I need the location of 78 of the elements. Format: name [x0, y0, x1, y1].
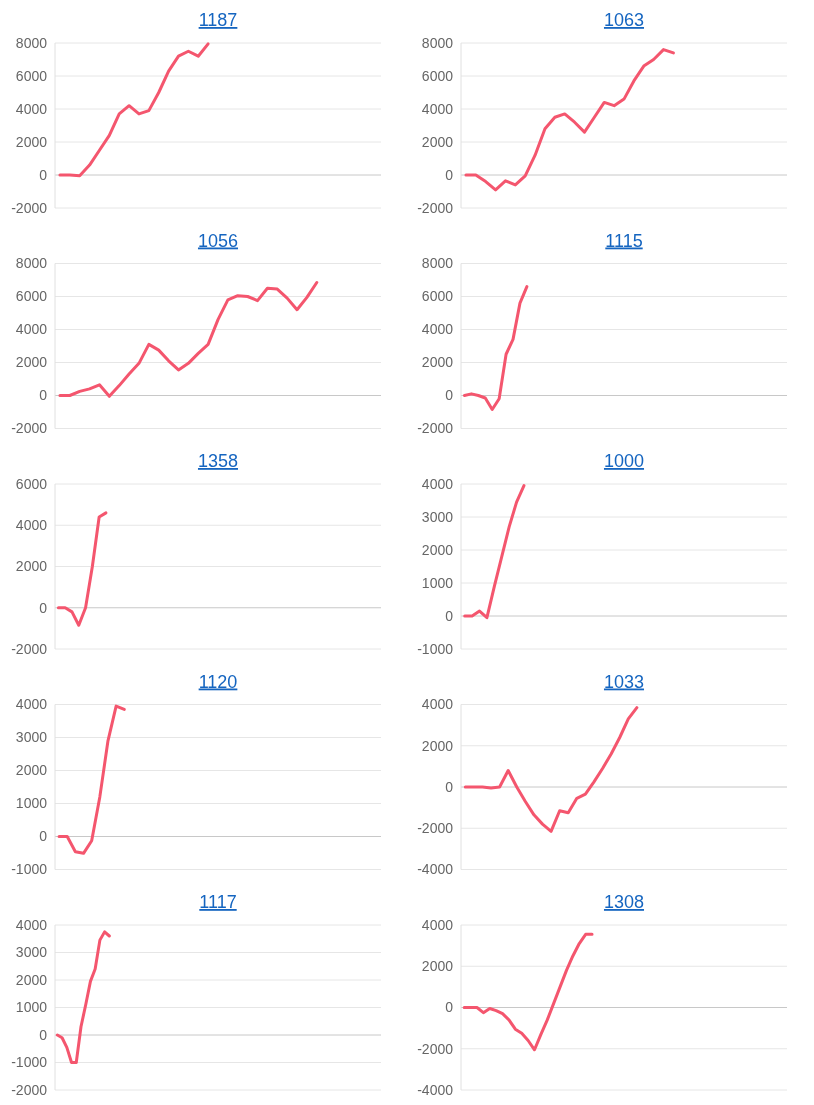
y-tick-label: -2000 — [11, 1081, 48, 1098]
chart-title: 1187 — [198, 10, 238, 30]
chart-title: 1115 — [605, 230, 643, 251]
y-tick-label: -2000 — [11, 420, 48, 437]
chart-title: 1063 — [603, 10, 645, 30]
y-tick-label: 4000 — [421, 475, 454, 492]
y-tick-label: 6000 — [421, 67, 454, 84]
y-tick-label: 8000 — [15, 34, 48, 51]
y-tick-label: 0 — [445, 607, 454, 624]
y-tick-label: 2000 — [421, 737, 454, 754]
line-series — [55, 930, 111, 1064]
y-tick-label: 8000 — [421, 255, 454, 272]
chart-title: 1358 — [197, 451, 239, 471]
y-tick-label: -1000 — [11, 861, 48, 878]
y-tick-label: 1000 — [15, 795, 48, 812]
chart-title: 1120 — [198, 671, 238, 692]
y-tick-label: -2000 — [417, 420, 454, 437]
line-series — [58, 280, 319, 398]
y-tick-label: 0 — [39, 166, 48, 183]
y-tick-label: 2000 — [15, 971, 48, 988]
y-tick-label: 8000 — [15, 255, 48, 272]
y-tick-label: 4000 — [421, 696, 454, 713]
y-tick-label: -1000 — [11, 1054, 48, 1071]
line-series — [462, 285, 529, 412]
y-tick-label: 4000 — [15, 517, 48, 534]
y-tick-label: 4000 — [15, 321, 48, 338]
y-tick-label: -2000 — [11, 199, 48, 216]
y-tick-label: 0 — [445, 999, 454, 1016]
y-tick-label: 6000 — [421, 288, 454, 305]
chart-title: 1033 — [603, 671, 645, 692]
y-tick-label: 3000 — [15, 729, 48, 746]
y-tick-label: 3000 — [421, 508, 454, 525]
y-tick-label: 4000 — [15, 100, 48, 117]
chart-title: 1308 — [603, 892, 645, 912]
y-tick-label: -2000 — [417, 1040, 454, 1057]
y-tick-label: 4000 — [15, 696, 48, 713]
line-series — [463, 706, 639, 833]
chart-title: 1056 — [197, 230, 239, 251]
y-tick-label: 2000 — [15, 558, 48, 575]
chart-title: 1117 — [199, 892, 237, 912]
y-tick-label: 2000 — [421, 958, 454, 975]
y-tick-label: -2000 — [417, 820, 454, 837]
line-series — [463, 484, 526, 620]
y-tick-label: 6000 — [15, 67, 48, 84]
y-tick-label: 3000 — [15, 944, 48, 961]
y-tick-label: 2000 — [421, 133, 454, 150]
y-tick-label: 4000 — [421, 100, 454, 117]
y-tick-label: -1000 — [417, 640, 454, 657]
y-tick-label: 0 — [39, 1026, 48, 1043]
y-tick-label: 0 — [39, 387, 48, 404]
y-tick-label: -2000 — [11, 640, 48, 657]
y-tick-label: 4000 — [15, 916, 48, 933]
y-tick-label: 1000 — [421, 574, 454, 591]
y-tick-label: 2000 — [421, 354, 454, 371]
y-tick-label: 8000 — [421, 34, 454, 51]
y-tick-label: -4000 — [417, 861, 454, 878]
y-tick-label: 2000 — [15, 762, 48, 779]
y-tick-label: 4000 — [421, 321, 454, 338]
y-tick-label: 0 — [39, 599, 48, 616]
y-tick-label: 2000 — [15, 133, 48, 150]
y-tick-label: 4000 — [421, 916, 454, 933]
y-tick-label: 0 — [445, 166, 454, 183]
y-tick-label: -2000 — [417, 199, 454, 216]
y-tick-label: -4000 — [417, 1081, 454, 1098]
y-tick-label: 2000 — [421, 541, 454, 558]
y-tick-label: 1000 — [15, 999, 48, 1016]
chart-title: 1000 — [603, 451, 645, 471]
y-tick-label: 0 — [445, 387, 454, 404]
line-series — [57, 704, 126, 855]
y-tick-label: 6000 — [15, 475, 48, 492]
y-tick-label: 6000 — [15, 288, 48, 305]
line-series — [58, 42, 210, 178]
y-tick-label: 2000 — [15, 354, 48, 371]
line-series — [464, 48, 675, 192]
y-tick-label: 0 — [39, 828, 48, 845]
line-series — [462, 932, 594, 1052]
line-series — [56, 511, 108, 627]
y-tick-label: 0 — [445, 778, 454, 795]
